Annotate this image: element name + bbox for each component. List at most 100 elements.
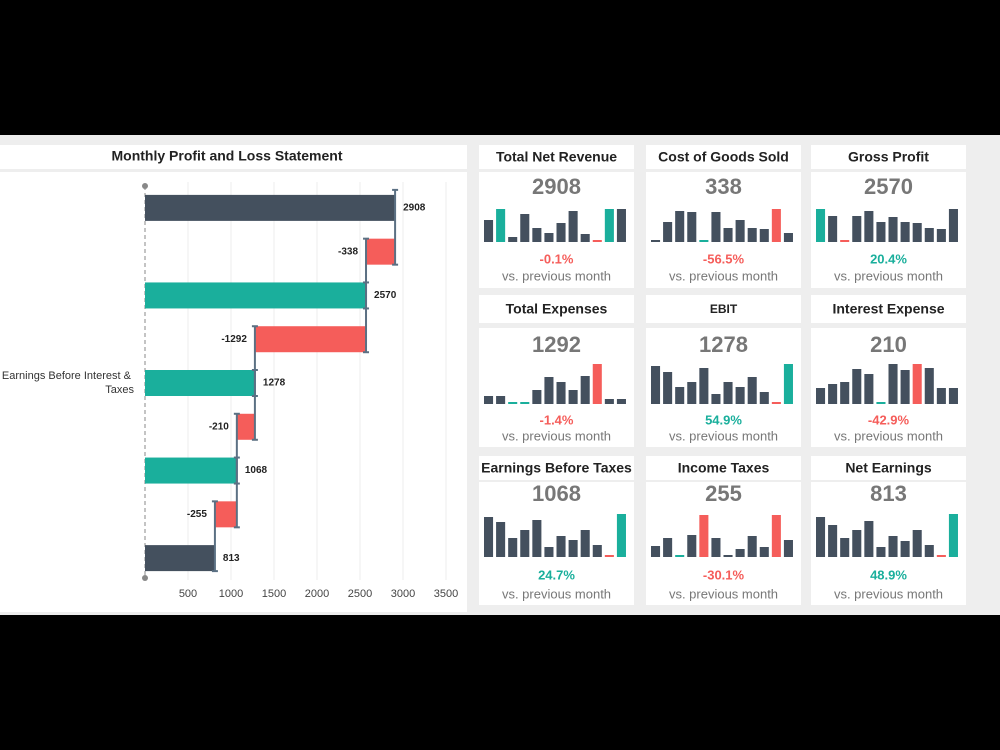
sparkline-bar [580,234,590,242]
sparkline-bar [496,396,506,404]
data-label: -1292 [221,334,247,345]
sparkline-bar [520,530,530,557]
baseline-cap [142,575,148,581]
sparkline-bar [948,209,958,242]
card-change: 54.9% [705,412,742,427]
card-header [646,145,801,169]
x-tick-label: 2500 [348,588,372,600]
sparkline-bar [888,364,898,404]
card-value: 1278 [699,332,748,357]
card-value: 1068 [532,481,581,506]
card-header [479,295,634,323]
chart-header [0,145,467,169]
sparkline-bar [888,217,898,242]
sparkline-bar [852,216,862,242]
card-header [479,456,634,480]
sparkline-bar [592,364,602,404]
sparkline-bar [747,377,757,404]
sparkline-bar [568,390,578,404]
sparkline-bar [888,536,898,557]
card-change: -56.5% [703,251,745,266]
sparkline-bar [711,538,721,557]
sparkline-bar [687,535,697,557]
sparkline-bar [496,209,506,242]
sparkline-bar [936,229,946,242]
card-change: -42.9% [868,412,910,427]
sparkline-bar [828,216,838,242]
card-value: 1292 [532,332,581,357]
sparkline-bar [651,366,661,404]
sparkline-bar [735,387,745,404]
sparkline-bar [759,229,769,242]
card-title: Total Expenses [506,301,608,317]
card-title: Total Net Revenue [496,149,617,165]
sparkline-bar [840,240,850,242]
sparkline-bar [759,547,769,557]
sparkline-bar [840,382,850,404]
sparkline-bar [580,530,590,557]
x-tick-label: 1500 [262,588,286,600]
sparkline-bar [759,392,769,404]
sparkline-bar [924,228,934,242]
sparkline-bar [508,237,518,242]
sparkline-bar [508,538,518,557]
card-note: vs. previous month [834,586,943,601]
sparkline-bar [723,555,733,557]
card-title: Cost of Goods Sold [658,149,789,165]
sparkline-bar [864,521,874,557]
sparkline-bar [532,520,542,557]
sparkline-bar [828,525,838,557]
sparkline-bar [568,540,578,557]
card-header [646,456,801,480]
data-label: 813 [223,553,240,564]
card-value: 813 [870,481,907,506]
card-note: vs. previous month [834,268,943,283]
sparkline-bar [723,228,733,242]
card-title: Earnings Before Taxes [481,460,632,476]
sparkline-bar [912,223,922,242]
sparkline-bar [783,233,793,242]
sparkline-bar [616,514,626,557]
sparkline-bar [912,530,922,557]
sparkline-bar [783,364,793,404]
data-label: 1068 [245,465,268,476]
bar [145,545,215,572]
sparkline-bar [699,515,709,557]
x-tick-label: 3000 [391,588,415,600]
card-change: 24.7% [538,567,575,582]
sparkline-bar [663,538,673,557]
sparkline-bar [876,547,886,557]
sparkline-bar [735,220,745,242]
sparkline-bar [876,222,886,242]
card-note: vs. previous month [669,428,778,443]
sparkline-bar [852,369,862,404]
sparkline-bar [484,396,494,404]
x-tick-label: 1000 [219,588,243,600]
bar [145,457,237,484]
sparkline-bar [924,368,934,404]
card-change: -0.1% [540,251,574,266]
sparkline-bar [556,382,566,404]
data-label: -210 [209,421,229,432]
card-value: 255 [705,481,742,506]
card-title: Income Taxes [678,460,770,476]
sparkline-bar [735,549,745,557]
sparkline-bar [520,402,530,404]
sparkline-bar [592,240,602,242]
sparkline-bar [816,209,826,242]
sparkline-bar [675,211,685,242]
card-title: Interest Expense [832,301,944,317]
sparkline-bar [699,368,709,404]
card-change: -1.4% [540,412,574,427]
sparkline-bar [924,545,934,557]
sparkline-bar [771,402,781,404]
sparkline-bar [864,374,874,404]
sparkline-bar [556,223,566,242]
sparkline-bar [544,547,554,557]
card-value: 2570 [864,174,913,199]
bar [145,370,255,396]
sparkline-bar [616,399,626,404]
sparkline-bar [828,384,838,404]
sparkline-bar [484,220,494,242]
